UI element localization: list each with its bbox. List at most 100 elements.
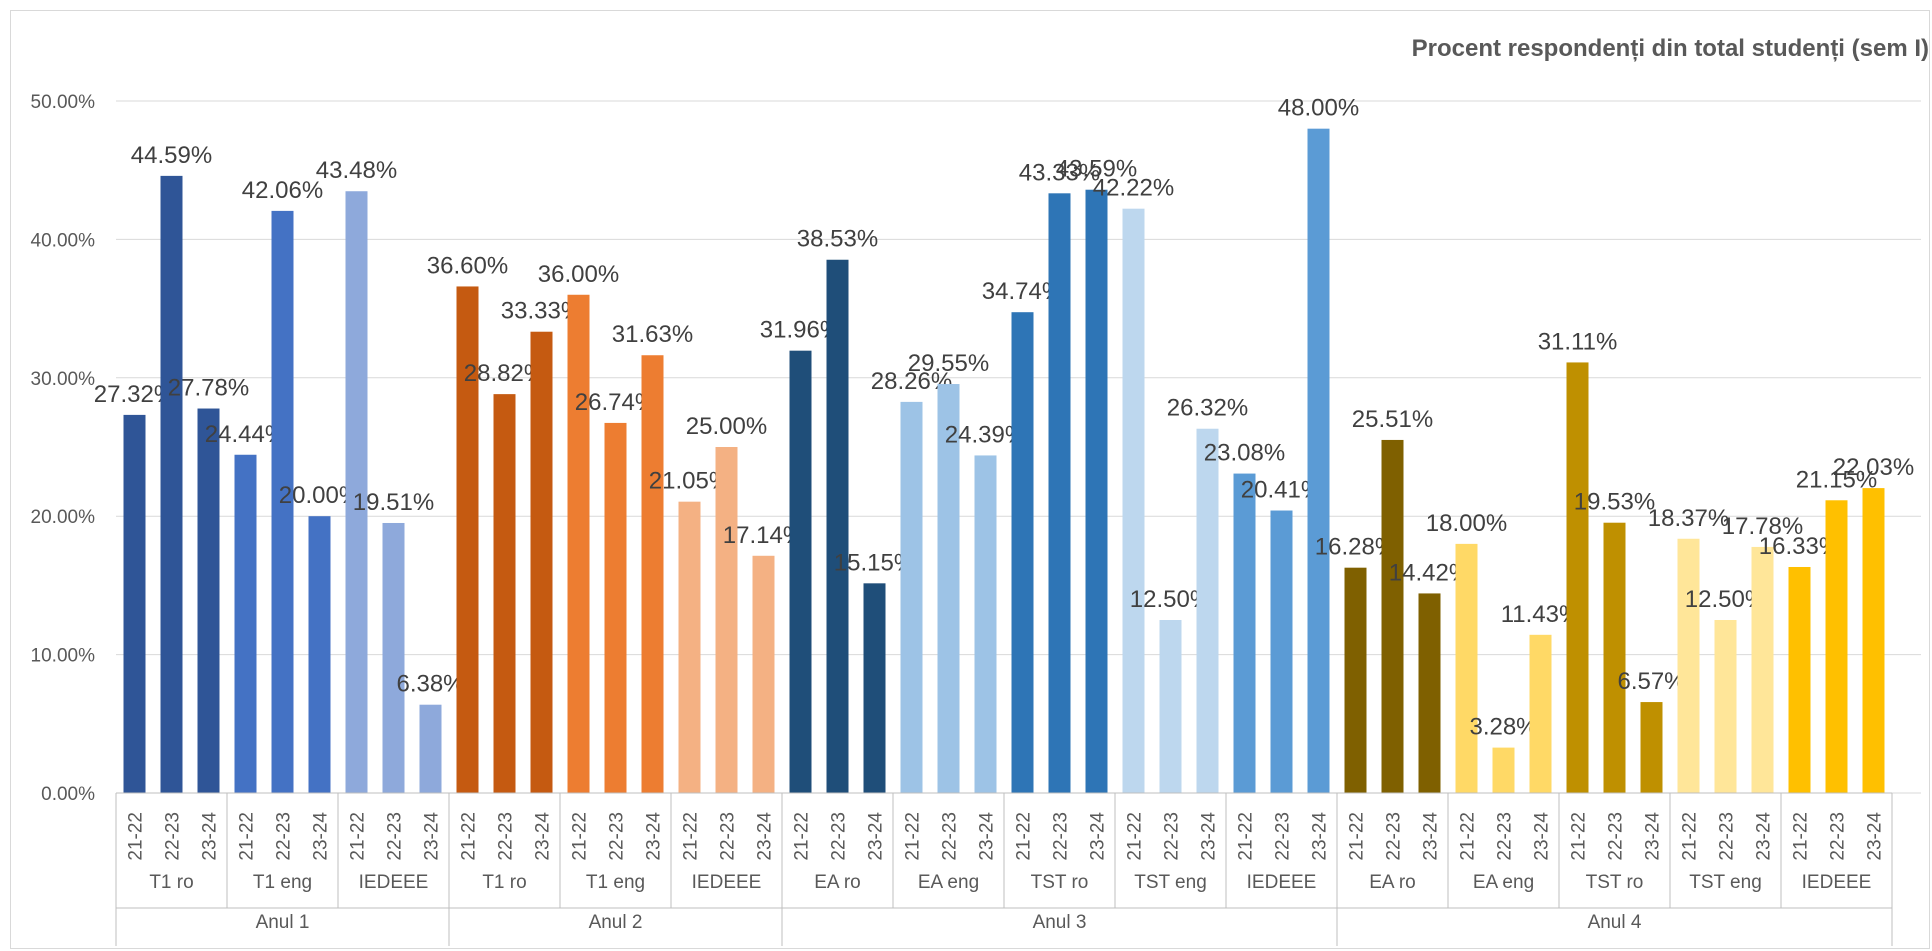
x-tick-label: 23-24: [755, 812, 776, 861]
y-tick-label: 40.00%: [31, 230, 96, 251]
data-label: 6.57%: [1617, 668, 1685, 695]
bar-anul-2-iedeee-21-22: [678, 501, 701, 793]
bar-anul-3-tst-ro-22-23: [1048, 193, 1071, 793]
year-label: Anul 2: [589, 912, 643, 933]
x-tick-label: 23-24: [977, 812, 998, 861]
program-label: IEDEEE: [1247, 872, 1317, 893]
y-tick-label: 50.00%: [31, 92, 96, 113]
x-tick-label: 23-24: [311, 812, 332, 861]
x-tick-label: 21-22: [1014, 812, 1035, 861]
bar-anul-3-tst-ro-23-24: [1085, 189, 1108, 793]
bar-anul-3-ea-ro-22-23: [826, 259, 849, 793]
data-label: 42.22%: [1093, 175, 1174, 202]
x-tick-label: 22-23: [1051, 812, 1072, 861]
x-tick-label: 22-23: [940, 812, 961, 861]
data-label: 26.32%: [1167, 395, 1248, 422]
x-tick-label: 21-22: [459, 812, 480, 861]
x-tick-label: 22-23: [1828, 812, 1849, 861]
y-tick-label: 30.00%: [31, 369, 96, 390]
bar-anul-2-t1-eng-23-24: [641, 355, 664, 793]
y-tick-label: 10.00%: [31, 646, 96, 667]
x-tick-label: 23-24: [1532, 812, 1553, 861]
data-label: 19.51%: [353, 489, 434, 516]
program-label: TST ro: [1031, 872, 1089, 893]
x-tick-label: 21-22: [237, 812, 258, 861]
data-label: 17.78%: [1722, 513, 1803, 540]
x-tick-label: 23-24: [1754, 812, 1775, 861]
x-tick-label: 23-24: [644, 812, 665, 861]
bar-anul-2-iedeee-23-24: [752, 555, 775, 793]
program-label: TST eng: [1134, 872, 1207, 893]
x-tick-label: 22-23: [1384, 812, 1405, 861]
program-label: IEDEEE: [1802, 872, 1872, 893]
data-label: 23.08%: [1204, 440, 1285, 467]
data-label: 36.60%: [427, 252, 508, 279]
x-tick-label: 21-22: [1347, 812, 1368, 861]
bar-anul-1-t1-ro-23-24: [197, 408, 220, 793]
data-label: 43.33%: [1019, 159, 1100, 186]
bar-chart: 0.00%10.00%20.00%30.00%40.00%50.00%27.32…: [31, 92, 1921, 946]
program-label: TST eng: [1689, 872, 1762, 893]
data-label: 25.51%: [1352, 406, 1433, 433]
x-tick-label: 22-23: [1162, 812, 1183, 861]
x-tick-label: 22-23: [496, 812, 517, 861]
x-tick-label: 21-22: [1125, 812, 1146, 861]
x-tick-label: 22-23: [718, 812, 739, 861]
program-label: TST ro: [1586, 872, 1644, 893]
bar-anul-3-iedeee-22-23: [1270, 510, 1293, 793]
bar-anul-1-t1-ro-21-22: [123, 414, 146, 793]
bar-anul-4-ea-ro-22-23: [1381, 439, 1404, 793]
x-tick-label: 23-24: [1199, 812, 1220, 861]
bar-anul-4-ea-ro-23-24: [1418, 593, 1441, 793]
x-tick-label: 21-22: [903, 812, 924, 861]
program-label: EA ro: [814, 872, 860, 893]
bar-anul-4-iedeee-21-22: [1788, 566, 1811, 793]
x-tick-label: 23-24: [1310, 812, 1331, 861]
year-label: Anul 4: [1588, 912, 1642, 933]
x-tick-label: 21-22: [1680, 812, 1701, 861]
x-tick-label: 21-22: [1458, 812, 1479, 861]
data-label: 36.00%: [538, 261, 619, 288]
bar-anul-4-iedeee-23-24: [1862, 488, 1885, 793]
chart-title: Procent respondenți din total studenți (…: [1411, 35, 1929, 62]
x-tick-label: 21-22: [1791, 812, 1812, 861]
data-label: 31.11%: [1538, 328, 1618, 355]
x-tick-label: 21-22: [1569, 812, 1590, 861]
bar-anul-2-t1-ro-23-24: [530, 331, 553, 793]
x-tick-label: 23-24: [200, 812, 221, 861]
bar-anul-3-ea-ro-23-24: [863, 583, 886, 793]
x-tick-label: 22-23: [829, 812, 850, 861]
x-tick-label: 21-22: [1236, 812, 1257, 861]
x-tick-label: 23-24: [422, 812, 443, 861]
y-tick-label: 0.00%: [41, 784, 95, 805]
data-label: 48.00%: [1278, 95, 1359, 122]
program-label: T1 ro: [149, 872, 193, 893]
bar-anul-3-iedeee-21-22: [1233, 473, 1256, 793]
bar-anul-3-ea-eng-21-22: [900, 401, 923, 793]
bar-anul-1-iedeee-21-22: [345, 191, 368, 793]
data-label: 18.00%: [1426, 510, 1507, 537]
program-label: EA eng: [918, 872, 979, 893]
program-label: IEDEEE: [359, 872, 429, 893]
data-label: 38.53%: [797, 226, 878, 253]
bar-anul-2-t1-eng-22-23: [604, 422, 627, 793]
bar-anul-3-ea-ro-21-22: [789, 350, 812, 793]
bar-anul-4-tst-eng-21-22: [1677, 538, 1700, 793]
data-label: 43.48%: [316, 157, 397, 184]
x-tick-label: 23-24: [1643, 812, 1664, 861]
data-label: 19.53%: [1574, 489, 1655, 516]
data-label: 43.59%: [1056, 156, 1137, 183]
bar-anul-4-iedeee-22-23: [1825, 500, 1848, 793]
bar-anul-2-iedeee-22-23: [715, 447, 738, 793]
bar-anul-4-tst-ro-22-23: [1603, 522, 1626, 793]
year-label: Anul 1: [256, 912, 310, 933]
bar-anul-2-t1-ro-22-23: [493, 394, 516, 793]
data-label: 31.63%: [612, 321, 693, 348]
x-tick-label: 22-23: [1606, 812, 1627, 861]
bar-anul-4-tst-eng-22-23: [1714, 620, 1737, 793]
x-tick-label: 23-24: [866, 812, 887, 861]
x-tick-label: 22-23: [1717, 812, 1738, 861]
data-label: 29.55%: [908, 350, 989, 377]
year-label: Anul 3: [1033, 912, 1087, 933]
data-label: 18.37%: [1648, 505, 1729, 532]
